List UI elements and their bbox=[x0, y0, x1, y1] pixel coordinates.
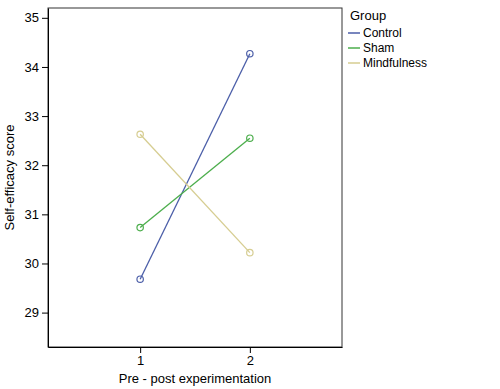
y-tick: 31 bbox=[25, 207, 48, 222]
legend-swatch bbox=[348, 62, 360, 64]
x-tick: 2 bbox=[247, 347, 254, 368]
series-line bbox=[140, 54, 250, 280]
y-tick: 35 bbox=[25, 10, 48, 25]
y-axis-title: Self-efficacy score bbox=[2, 125, 17, 231]
y-tick-mark bbox=[42, 165, 48, 166]
legend-title: Group bbox=[350, 8, 386, 23]
series-marker bbox=[137, 224, 143, 230]
series-marker bbox=[247, 50, 253, 56]
x-axis-line bbox=[49, 347, 343, 348]
legend: Group ControlShamMindfulness bbox=[348, 8, 427, 70]
x-tick-mark bbox=[250, 347, 251, 353]
x-tick-mark bbox=[140, 347, 141, 353]
y-tick-mark bbox=[42, 116, 48, 117]
x-axis: 12 bbox=[49, 347, 343, 368]
y-tick-mark bbox=[42, 313, 48, 314]
y-tick-mark bbox=[42, 263, 48, 264]
plot-area: 2930313233343512 bbox=[25, 8, 343, 368]
x-axis-title: Pre - post experimentation bbox=[119, 371, 271, 386]
y-tick-label: 32 bbox=[25, 158, 39, 173]
series-line bbox=[140, 134, 250, 252]
y-tick-label: 33 bbox=[25, 109, 39, 124]
x-tick-label: 2 bbox=[247, 353, 254, 368]
x-tick: 1 bbox=[137, 347, 144, 368]
series-marker bbox=[137, 131, 143, 137]
series-marker bbox=[247, 249, 253, 255]
plot-frame bbox=[48, 8, 342, 347]
legend-swatch bbox=[348, 47, 360, 49]
chart: 2930313233343512Pre - post experimentati… bbox=[0, 0, 500, 389]
y-axis-line bbox=[48, 9, 49, 348]
series-marker bbox=[137, 276, 143, 282]
y-tick-label: 31 bbox=[25, 207, 39, 222]
y-tick-label: 35 bbox=[25, 10, 39, 25]
y-tick-label: 30 bbox=[25, 256, 39, 271]
y-tick-label: 29 bbox=[25, 305, 39, 320]
y-tick-mark bbox=[42, 18, 48, 19]
legend-label: Mindfulness bbox=[363, 56, 427, 70]
y-tick: 32 bbox=[25, 158, 48, 173]
y-tick: 34 bbox=[25, 60, 48, 75]
y-tick-mark bbox=[42, 214, 48, 215]
series-marker bbox=[247, 135, 253, 141]
legend-swatch bbox=[348, 32, 360, 34]
y-tick: 33 bbox=[25, 109, 48, 124]
y-tick: 29 bbox=[25, 305, 48, 320]
y-tick-mark bbox=[42, 67, 48, 68]
x-tick-label: 1 bbox=[137, 353, 144, 368]
y-tick: 30 bbox=[25, 256, 48, 271]
series-group bbox=[137, 50, 253, 282]
y-tick-label: 34 bbox=[25, 60, 39, 75]
legend-label: Sham bbox=[363, 41, 394, 55]
y-axis: 29 30 31 32 33 34 35 bbox=[25, 9, 49, 348]
legend-label: Control bbox=[363, 26, 402, 40]
